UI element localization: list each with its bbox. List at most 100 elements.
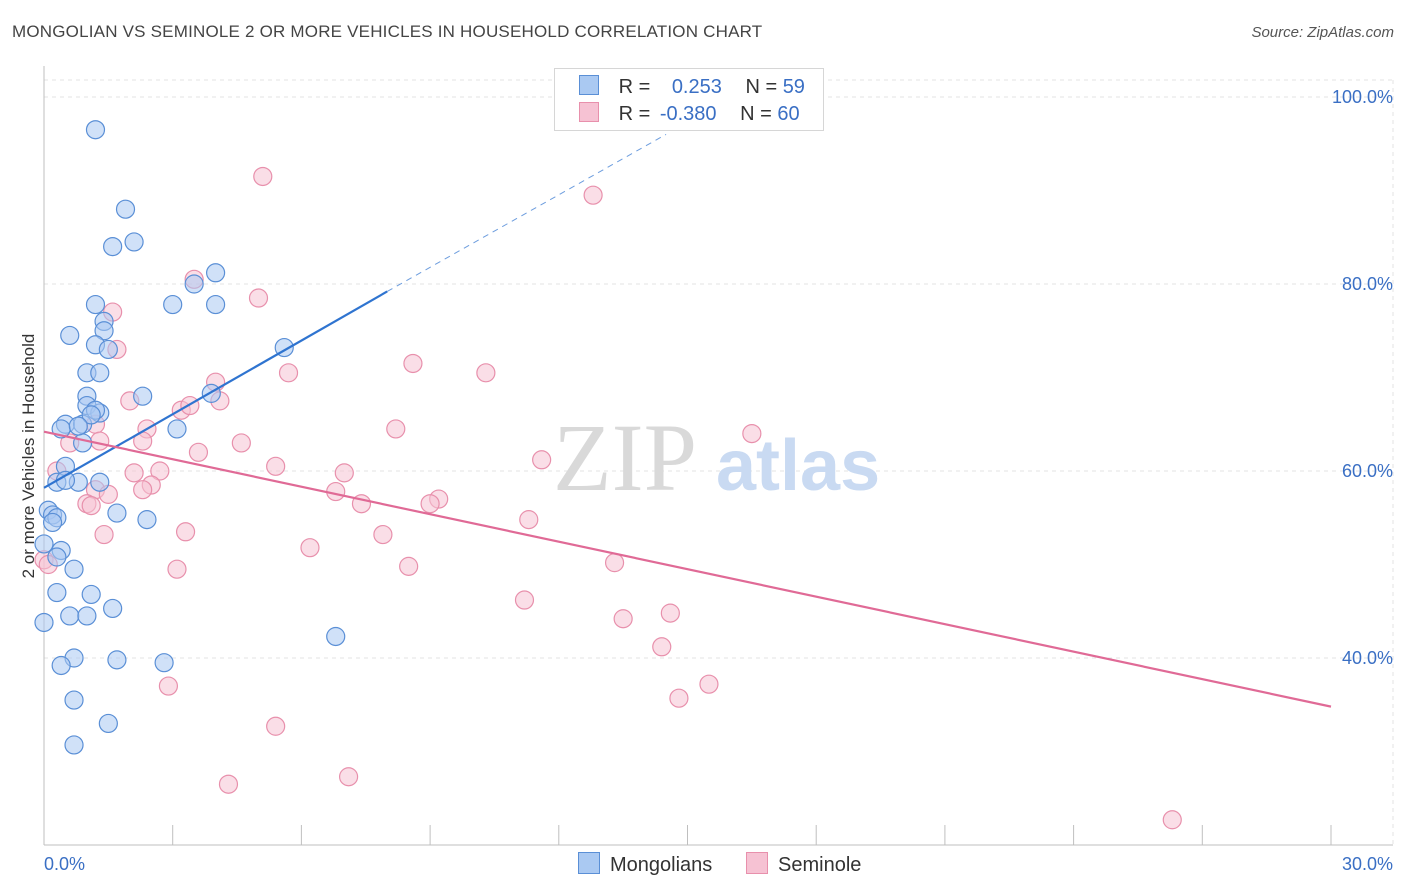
mongolian-point xyxy=(51,655,71,676)
mongolian-point xyxy=(107,650,127,670)
seminole-point xyxy=(403,353,423,374)
y-tick-label: 60.0% xyxy=(1342,461,1393,481)
seminole-point xyxy=(90,431,110,451)
legend-row-seminole: R = -0.380 N = 60 xyxy=(579,102,800,126)
legend-n-label: N = xyxy=(740,103,772,125)
seminole-point xyxy=(167,559,187,579)
watermark: ZIP atlas xyxy=(553,404,880,511)
mongolian-point xyxy=(47,582,67,603)
mongolian-trend-line xyxy=(43,290,388,489)
seminole-point xyxy=(253,166,273,187)
seminole-point xyxy=(373,524,393,545)
seminole-point xyxy=(613,609,633,629)
seminole-point xyxy=(532,450,552,470)
mongolian-point xyxy=(73,433,93,453)
x-tick-label-min: 0.0% xyxy=(44,854,85,874)
legend-n-value: 59 xyxy=(782,76,805,98)
y-tick-label: 100.0% xyxy=(1332,87,1393,107)
bottom-legend-label: Seminole xyxy=(778,854,862,876)
trend-lines xyxy=(43,133,1332,708)
seminole-point xyxy=(248,288,269,308)
mongolian-point xyxy=(64,559,84,579)
tick-labels: 40.0% 60.0% 80.0% 100.0% 0.0% 30.0% xyxy=(44,87,1393,874)
legend: R = 0.253 N = 59 R = -0.380 N = 60 xyxy=(554,68,824,131)
axes xyxy=(43,66,1393,846)
mongolian-point xyxy=(326,626,346,647)
seminole-point xyxy=(699,674,719,694)
bottom-legend-seminole: Seminole xyxy=(746,852,861,877)
mongolian-point xyxy=(137,510,157,530)
legend-r-value: 0.253 xyxy=(671,76,722,98)
mongolian-point xyxy=(163,294,183,315)
chart-title: MONGOLIAN VS SEMINOLE 2 OR MORE VEHICLES… xyxy=(12,22,763,41)
mongolian-point xyxy=(68,416,88,436)
bottom-legend-swatch-blue xyxy=(578,852,600,874)
seminole-point xyxy=(188,442,209,462)
seminole-point xyxy=(150,461,170,481)
legend-r-label: R = xyxy=(618,76,651,98)
seminole-point xyxy=(604,553,625,573)
watermark-atlas: atlas xyxy=(716,426,880,506)
mongolian-point xyxy=(90,472,110,492)
mongolian-point xyxy=(133,386,153,406)
bottom-legend-swatch-pink xyxy=(746,852,768,874)
seminole-point xyxy=(133,480,153,500)
y-axis-label: 2 or more Vehicles in Household xyxy=(19,334,38,579)
mongolian-point xyxy=(124,232,144,252)
mongolian-point xyxy=(90,363,110,383)
mongolian-point xyxy=(42,512,63,533)
seminole-point xyxy=(660,603,680,623)
seminole-point xyxy=(420,494,440,514)
mongolian-point xyxy=(98,713,118,734)
mongolian-point xyxy=(206,263,226,283)
legend-swatch-pink xyxy=(579,102,599,122)
bottom-legend-label: Mongolians xyxy=(610,854,713,876)
seminole-point xyxy=(94,524,114,545)
legend-r-value: -0.380 xyxy=(659,103,717,125)
mongolian-point xyxy=(77,606,97,626)
seminole-point xyxy=(669,688,689,708)
seminole-point xyxy=(175,522,196,542)
seminole-point xyxy=(742,424,762,444)
legend-swatch-blue xyxy=(579,75,599,95)
mongolian-trend-extension xyxy=(386,133,667,292)
seminole-point xyxy=(158,676,179,696)
mongolian-point xyxy=(60,606,80,626)
mongolian-point xyxy=(154,653,174,673)
seminole-point xyxy=(519,510,539,530)
mongolian-point xyxy=(201,383,221,403)
bottom-legend-mongolians: Mongolians xyxy=(578,852,712,877)
watermark-zip: ZIP xyxy=(553,404,697,511)
legend-n-value: 60 xyxy=(777,103,800,125)
seminole-point xyxy=(338,767,359,787)
mongolian-point xyxy=(94,321,114,341)
mongolian-point xyxy=(47,547,67,567)
seminole-point xyxy=(1162,810,1182,830)
mongolian-point xyxy=(64,735,84,755)
seminole-points xyxy=(34,166,1182,830)
mongolian-point xyxy=(34,534,54,554)
legend-row-mongolians: R = 0.253 N = 59 xyxy=(579,75,805,99)
mongolian-point xyxy=(81,405,101,425)
seminole-point xyxy=(218,774,239,794)
legend-r-label: R = xyxy=(618,103,651,125)
seminole-point xyxy=(231,433,251,453)
seminole-point xyxy=(583,185,603,205)
seminole-point xyxy=(514,590,535,610)
mongolian-point xyxy=(103,237,123,257)
y-tick-label: 40.0% xyxy=(1342,648,1393,668)
mongolian-point xyxy=(206,294,226,315)
seminole-point xyxy=(81,495,101,516)
mongolian-point xyxy=(64,690,84,710)
seminole-point xyxy=(476,363,496,383)
seminole-point xyxy=(278,363,299,383)
mongolian-point xyxy=(107,503,127,523)
mongolian-point xyxy=(184,274,204,294)
mongolian-point xyxy=(167,419,187,439)
mongolian-point xyxy=(60,325,80,346)
seminole-point xyxy=(652,637,672,657)
mongolian-points xyxy=(34,120,346,755)
x-tick-label-max: 30.0% xyxy=(1342,854,1393,874)
seminole-trend-line xyxy=(43,430,1332,708)
